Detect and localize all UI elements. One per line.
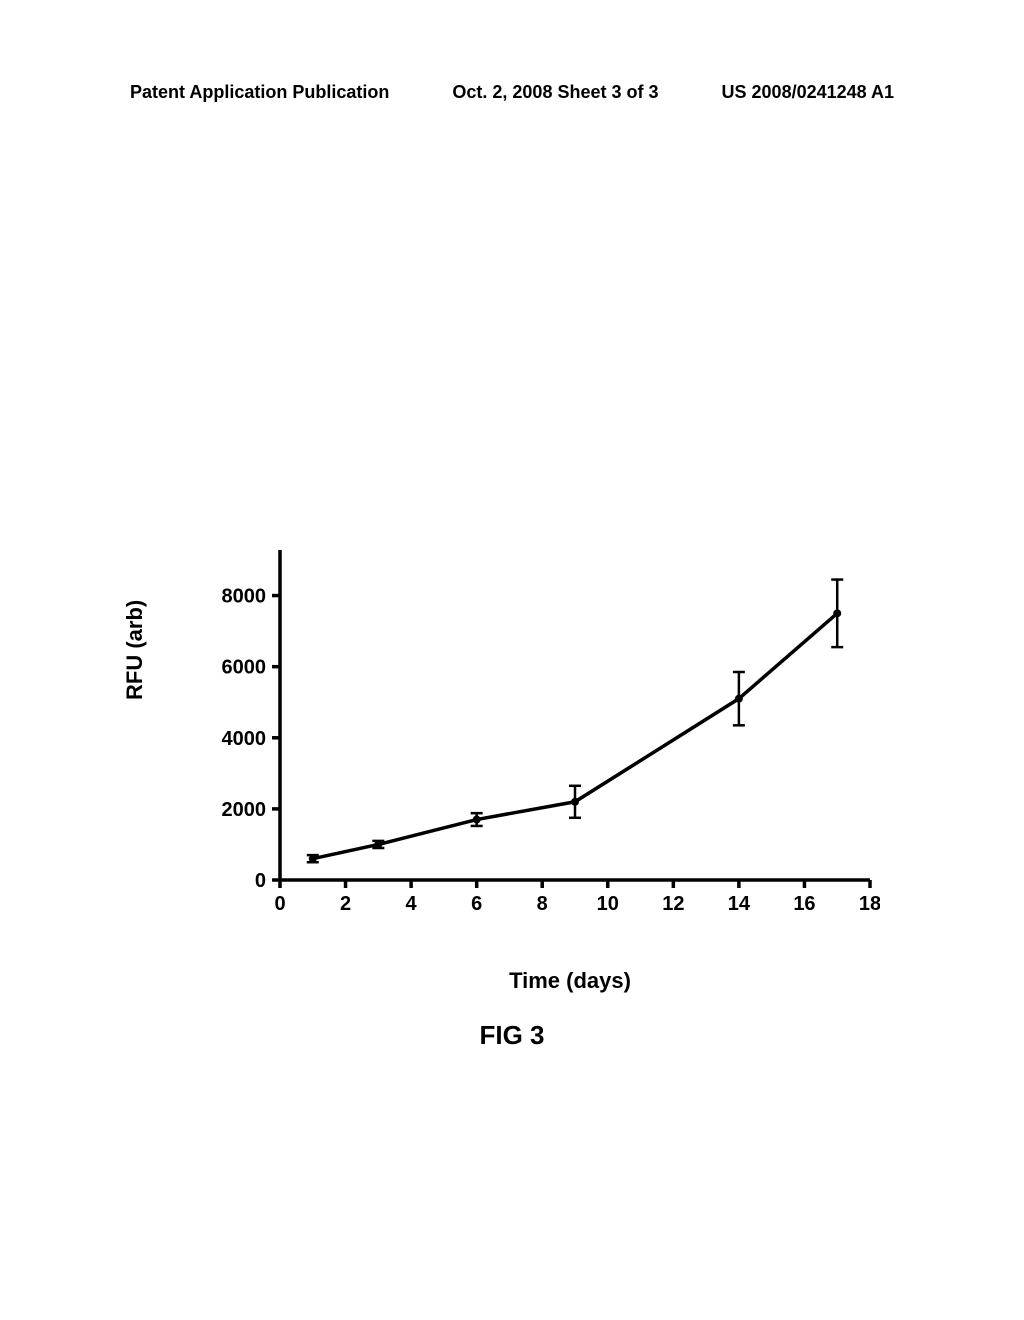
svg-text:4000: 4000 <box>222 728 267 750</box>
svg-text:0: 0 <box>274 893 285 915</box>
y-axis-label: RFU (arb) <box>122 600 148 700</box>
header-left: Patent Application Publication <box>130 82 389 103</box>
svg-text:8: 8 <box>537 893 548 915</box>
header-center: Oct. 2, 2008 Sheet 3 of 3 <box>452 82 658 103</box>
svg-text:0: 0 <box>255 870 266 892</box>
header-right: US 2008/0241248 A1 <box>722 82 894 103</box>
line-chart: 0 2 4 6 8 10 12 14 16 18 0 2000 4000 6000 8000 <box>200 550 880 930</box>
svg-text:18: 18 <box>859 893 880 915</box>
svg-text:6: 6 <box>471 893 482 915</box>
svg-text:4: 4 <box>406 893 418 915</box>
svg-text:6000: 6000 <box>222 657 267 679</box>
svg-text:2: 2 <box>340 893 351 915</box>
svg-text:2000: 2000 <box>222 799 267 821</box>
chart-container: RFU (arb) 024681012141618020004000600080… <box>140 550 880 980</box>
svg-text:10: 10 <box>597 893 619 915</box>
page-header: Patent Application Publication Oct. 2, 2… <box>0 82 1024 103</box>
x-axis-label: Time (days) <box>140 968 880 994</box>
svg-text:8000: 8000 <box>222 586 267 608</box>
figure-caption: FIG 3 <box>0 1020 1024 1051</box>
svg-text:12: 12 <box>662 893 684 915</box>
svg-text:16: 16 <box>793 893 815 915</box>
svg-text:14: 14 <box>728 893 751 915</box>
